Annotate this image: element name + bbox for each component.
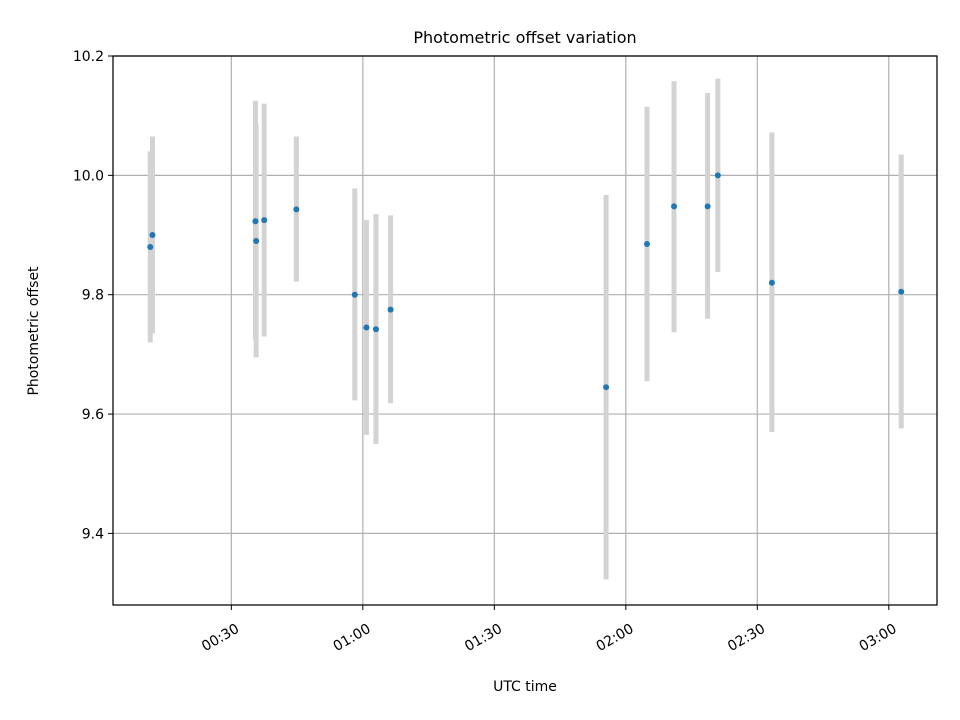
data-point xyxy=(149,232,156,239)
data-point xyxy=(671,203,678,210)
chart-title: Photometric offset variation xyxy=(413,28,636,47)
data-point xyxy=(363,324,370,331)
y-tick-label: 10.2 xyxy=(73,49,104,65)
data-point xyxy=(261,217,268,224)
data-point xyxy=(253,237,260,244)
data-point xyxy=(768,279,775,286)
data-point xyxy=(293,206,300,213)
data-point xyxy=(372,326,379,333)
y-tick-label: 10.0 xyxy=(73,168,104,184)
data-point xyxy=(704,203,711,210)
data-point xyxy=(643,240,650,247)
y-tick-label: 9.6 xyxy=(82,407,104,423)
y-tick-label: 9.8 xyxy=(82,288,104,304)
x-axis-label: UTC time xyxy=(493,679,557,695)
data-point xyxy=(252,218,259,225)
y-axis-label: Photometric offset xyxy=(26,266,42,396)
data-point xyxy=(714,172,721,179)
data-point xyxy=(603,384,610,391)
data-point xyxy=(351,291,358,298)
data-point xyxy=(147,243,154,250)
data-points xyxy=(147,172,905,391)
data-point xyxy=(898,288,905,295)
plot-frame xyxy=(112,55,938,606)
data-point xyxy=(387,306,394,313)
y-tick-label: 9.4 xyxy=(82,526,104,542)
